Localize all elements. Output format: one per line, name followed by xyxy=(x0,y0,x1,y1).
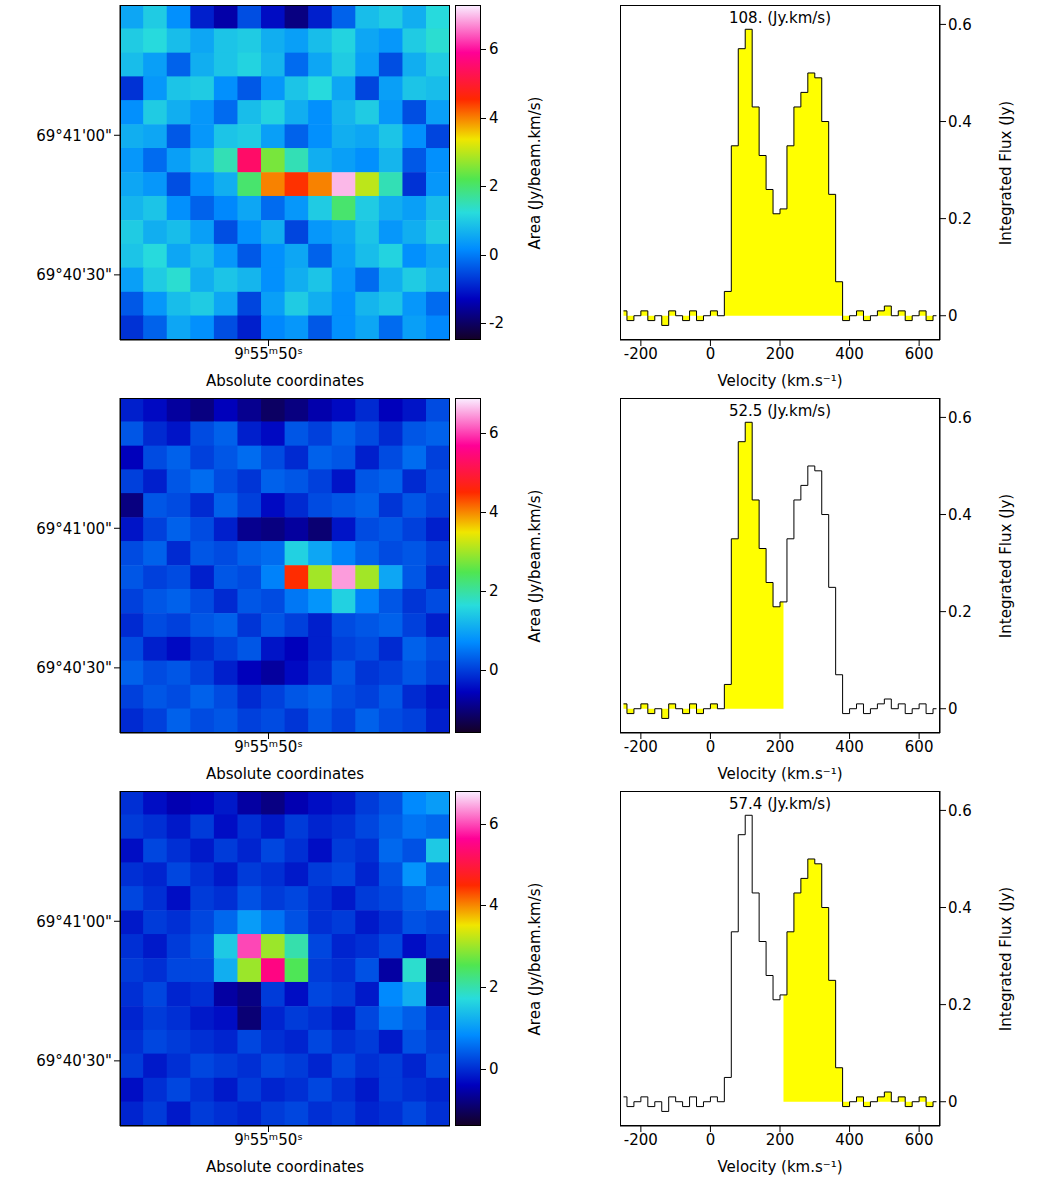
html-text:2: 2 xyxy=(489,978,499,997)
svg-text:0.4: 0.4 xyxy=(948,506,972,524)
svg-text:69°41'00": 69°41'00" xyxy=(36,913,112,931)
svg-text:Absolute coordinates: Absolute coordinates xyxy=(206,765,364,783)
svg-text:0.6: 0.6 xyxy=(948,409,972,427)
html-text:6: 6 xyxy=(489,814,499,833)
html-text:Integrated Flux (Jy): Integrated Flux (Jy) xyxy=(997,100,1015,245)
svg-text:Velocity (km.s⁻¹): Velocity (km.s⁻¹) xyxy=(717,1158,842,1176)
svg-text:200: 200 xyxy=(766,345,795,363)
svg-text:400: 400 xyxy=(835,1131,864,1149)
svg-text:0.4: 0.4 xyxy=(948,899,972,917)
svg-text:200: 200 xyxy=(766,1131,795,1149)
html-text:Area (Jy/beam.km/s): Area (Jy/beam.km/s) xyxy=(526,882,544,1035)
svg-text:Velocity (km.s⁻¹): Velocity (km.s⁻¹) xyxy=(717,765,842,783)
svg-text:-200: -200 xyxy=(624,345,658,363)
svg-text:Velocity (km.s⁻¹): Velocity (km.s⁻¹) xyxy=(717,372,842,390)
svg-text:9ʰ55ᵐ50ˢ: 9ʰ55ᵐ50ˢ xyxy=(234,345,303,363)
svg-text:0.2: 0.2 xyxy=(948,603,972,621)
html-text:108. (Jy.km/s): 108. (Jy.km/s) xyxy=(729,9,831,27)
svg-text:0: 0 xyxy=(706,1131,716,1149)
svg-text:0.2: 0.2 xyxy=(948,210,972,228)
html-text:2: 2 xyxy=(489,582,499,601)
html-text:0: 0 xyxy=(489,660,499,679)
html-text:4: 4 xyxy=(489,503,499,522)
html-text:Area (Jy/beam.km/s): Area (Jy/beam.km/s) xyxy=(526,489,544,642)
svg-text:400: 400 xyxy=(835,345,864,363)
html-text:57.4 (Jy.km/s): 57.4 (Jy.km/s) xyxy=(729,795,831,813)
svg-text:0: 0 xyxy=(706,738,716,756)
svg-text:69°40'30": 69°40'30" xyxy=(36,266,112,284)
html-text:-2: -2 xyxy=(489,313,504,332)
svg-text:0: 0 xyxy=(948,307,958,325)
svg-text:69°41'00": 69°41'00" xyxy=(36,520,112,538)
svg-text:600: 600 xyxy=(905,738,934,756)
svg-text:0.6: 0.6 xyxy=(948,802,972,820)
html-text:0: 0 xyxy=(489,1059,499,1078)
svg-text:-200: -200 xyxy=(624,738,658,756)
svg-text:69°40'30": 69°40'30" xyxy=(36,659,112,677)
svg-text:69°41'00": 69°41'00" xyxy=(36,127,112,145)
svg-text:9ʰ55ᵐ50ˢ: 9ʰ55ᵐ50ˢ xyxy=(234,738,303,756)
html-text:52.5 (Jy.km/s): 52.5 (Jy.km/s) xyxy=(729,402,831,420)
svg-text:200: 200 xyxy=(766,738,795,756)
html-text:4: 4 xyxy=(489,896,499,915)
svg-text:Absolute coordinates: Absolute coordinates xyxy=(206,1158,364,1176)
svg-text:600: 600 xyxy=(905,345,934,363)
html-text:Area (Jy/beam.km/s): Area (Jy/beam.km/s) xyxy=(526,96,544,249)
html-text:2: 2 xyxy=(489,177,499,196)
html-text:4: 4 xyxy=(489,108,499,127)
html-text:Integrated Flux (Jy): Integrated Flux (Jy) xyxy=(997,886,1015,1031)
svg-text:0: 0 xyxy=(706,345,716,363)
svg-text:69°40'30": 69°40'30" xyxy=(36,1052,112,1070)
svg-text:Absolute coordinates: Absolute coordinates xyxy=(206,372,364,390)
html-text:6: 6 xyxy=(489,424,499,443)
svg-text:400: 400 xyxy=(835,738,864,756)
svg-text:0.2: 0.2 xyxy=(948,996,972,1014)
svg-text:9ʰ55ᵐ50ˢ: 9ʰ55ᵐ50ˢ xyxy=(234,1131,303,1149)
html-text:6: 6 xyxy=(489,40,499,59)
svg-text:600: 600 xyxy=(905,1131,934,1149)
svg-text:-200: -200 xyxy=(624,1131,658,1149)
svg-text:0.4: 0.4 xyxy=(948,113,972,131)
svg-text:0.6: 0.6 xyxy=(948,16,972,34)
html-text:0: 0 xyxy=(489,245,499,264)
svg-text:0: 0 xyxy=(948,1093,958,1111)
html-text:Integrated Flux (Jy): Integrated Flux (Jy) xyxy=(997,493,1015,638)
svg-text:0: 0 xyxy=(948,700,958,718)
